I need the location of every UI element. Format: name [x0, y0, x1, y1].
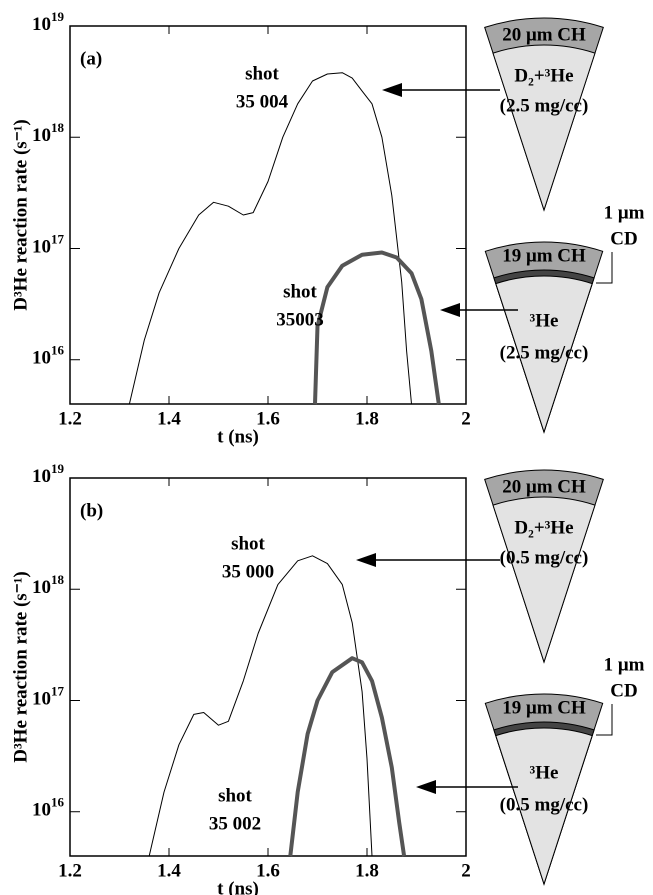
rate-curve: [288, 656, 407, 857]
shell-label: 20 μm CH: [502, 476, 586, 497]
arrow-head: [382, 83, 402, 97]
y-tick-label: 1016: [32, 795, 65, 821]
rate-curve: [128, 72, 412, 405]
shot-label: 35 002: [209, 813, 261, 834]
x-tick-label: 1.8: [355, 860, 379, 881]
shot-label: shot: [283, 281, 317, 302]
arrow-head: [356, 553, 376, 567]
panel-label: (b): [80, 500, 103, 521]
target-gas: [492, 496, 596, 664]
layer-label: CD: [610, 680, 637, 701]
y-tick-label: 1018: [32, 572, 65, 598]
panel-label: (a): [80, 48, 102, 69]
y-axis-label: D³He reaction rate (s⁻¹): [10, 571, 31, 762]
gas-label: D₂+³He: [514, 65, 573, 86]
shell-label: 19 μm CH: [502, 245, 586, 266]
shot-label: shot: [245, 63, 279, 84]
x-tick-label: 1.2: [58, 860, 82, 881]
x-tick-label: 1.4: [157, 860, 181, 881]
x-tick-label: 1.6: [256, 408, 280, 429]
layer-bracket: [596, 252, 613, 284]
density-label: (0.5 mg/cc): [500, 547, 589, 568]
rate-curve: [313, 250, 441, 405]
x-tick-label: 1.6: [256, 860, 280, 881]
x-tick-label: 2: [461, 408, 471, 429]
density-label: (2.5 mg/cc): [500, 342, 589, 363]
y-tick-label: 1017: [32, 231, 65, 257]
plot-frame: [69, 477, 467, 857]
shot-label: 35 000: [222, 561, 274, 582]
shell-label: 20 μm CH: [502, 24, 586, 45]
arrow-head: [440, 303, 460, 317]
x-tick-label: 2: [461, 860, 471, 881]
x-tick-label: 1.2: [58, 408, 82, 429]
shot-label: 35003: [276, 309, 324, 330]
rate-curve: [148, 555, 373, 857]
arrow-head: [416, 780, 436, 794]
x-tick-label: 1.8: [355, 408, 379, 429]
layer-bracket: [596, 704, 613, 736]
shell-label: 19 μm CH: [502, 697, 586, 718]
y-tick-label: 1018: [32, 120, 65, 146]
shot-label: shot: [218, 785, 252, 806]
y-axis-label: D³He reaction rate (s⁻¹): [10, 119, 31, 310]
x-tick-label: 1.4: [157, 408, 181, 429]
target-gas: [495, 727, 593, 886]
layer-label: 1 μm: [604, 654, 645, 675]
y-tick-label: 1017: [32, 683, 65, 709]
target-gas: [492, 44, 596, 212]
target-gas: [495, 275, 593, 434]
y-tick-label: 1016: [32, 343, 65, 369]
y-tick-label: 1019: [32, 461, 65, 487]
layer-label: 1 μm: [604, 202, 645, 223]
gas-label: ³He: [530, 310, 559, 331]
x-axis-label: t (ns): [217, 878, 259, 895]
shot-label: 35 004: [236, 91, 289, 112]
layer-label: CD: [610, 228, 637, 249]
y-tick-label: 1019: [32, 9, 65, 35]
gas-label: D₂+³He: [514, 517, 573, 538]
gas-label: ³He: [530, 762, 559, 783]
shot-label: shot: [231, 533, 265, 554]
density-label: (2.5 mg/cc): [500, 95, 589, 116]
x-axis-label: t (ns): [217, 426, 259, 447]
density-label: (0.5 mg/cc): [500, 794, 589, 815]
